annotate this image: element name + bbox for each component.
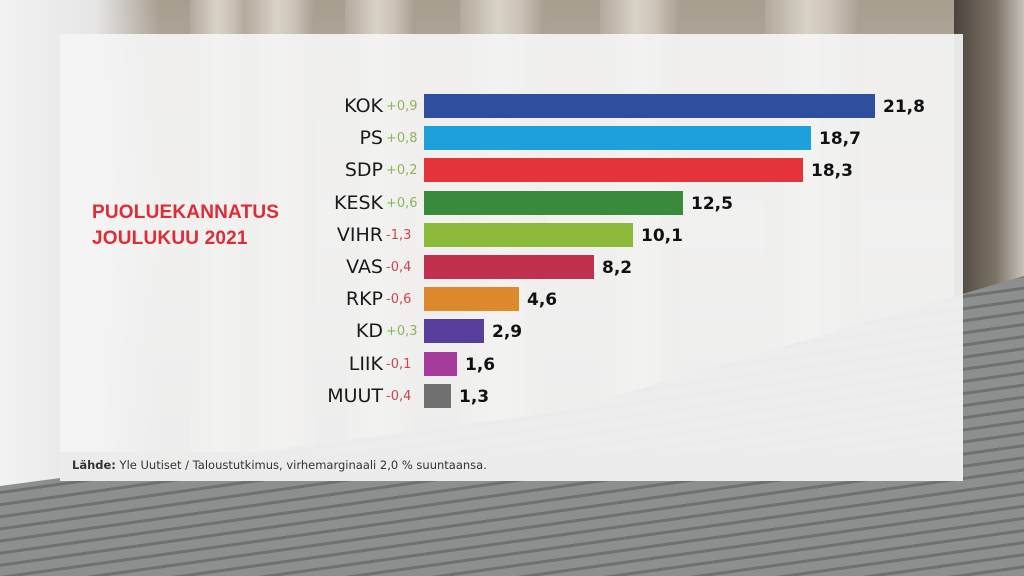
change-label: -0,4 bbox=[386, 389, 412, 404]
source-label: Lähde: bbox=[72, 458, 116, 472]
change-label: +0,9 bbox=[386, 99, 418, 114]
bar-row-sdp: SDP +0,2 18,3 bbox=[0, 158, 1024, 182]
footer-strip bbox=[60, 452, 963, 481]
chart-title-line1: PUOLUEKANNATUS bbox=[92, 202, 280, 223]
value-label: 8,2 bbox=[602, 258, 633, 278]
bar-row-rkp: RKP -0,6 4,6 bbox=[0, 287, 1024, 311]
change-label: +0,6 bbox=[386, 196, 418, 211]
bar-row-kesk: KESK +0,6 12,5 bbox=[0, 191, 1024, 215]
value-label: 12,5 bbox=[691, 194, 733, 214]
bar bbox=[424, 287, 519, 311]
bar bbox=[424, 255, 594, 279]
bar bbox=[424, 191, 683, 215]
value-label: 1,3 bbox=[459, 387, 490, 407]
bar-row-kok: KOK +0,9 21,8 bbox=[0, 94, 1024, 118]
change-label: +0,3 bbox=[386, 324, 418, 339]
bar-row-muut: MUUT -0,4 1,3 bbox=[0, 384, 1024, 408]
bar bbox=[424, 223, 633, 247]
bar bbox=[424, 94, 875, 118]
bar bbox=[424, 319, 484, 343]
value-label: 18,3 bbox=[811, 161, 853, 181]
source-note: Lähde: Yle Uutiset / Taloustutkimus, vir… bbox=[72, 458, 487, 472]
bar-row-liik: LIIK -0,1 1,6 bbox=[0, 352, 1024, 376]
bar bbox=[424, 126, 811, 150]
party-label: VAS bbox=[346, 256, 383, 278]
party-label: SDP bbox=[344, 159, 383, 181]
party-label: KD bbox=[355, 320, 383, 342]
bar bbox=[424, 384, 451, 408]
chart-title: PUOLUEKANNATUS JOULUKUU 2021 bbox=[92, 200, 279, 252]
change-label: -0,4 bbox=[386, 260, 412, 275]
bar bbox=[424, 158, 803, 182]
chart-title-line2: JOULUKUU 2021 bbox=[92, 228, 248, 249]
party-label: KESK bbox=[334, 192, 383, 214]
change-label: +0,2 bbox=[386, 163, 418, 178]
bar-row-kd: KD +0,3 2,9 bbox=[0, 319, 1024, 343]
party-label: MUUT bbox=[327, 385, 383, 407]
value-label: 4,6 bbox=[527, 290, 558, 310]
party-label: RKP bbox=[345, 288, 383, 310]
value-label: 2,9 bbox=[492, 322, 523, 342]
change-label: -0,1 bbox=[386, 357, 412, 372]
value-label: 18,7 bbox=[819, 129, 861, 149]
party-label: VIHR bbox=[336, 224, 383, 246]
value-label: 1,6 bbox=[465, 355, 496, 375]
party-label: KOK bbox=[344, 95, 383, 117]
change-label: -1,3 bbox=[386, 228, 412, 243]
party-label: LIIK bbox=[348, 353, 383, 375]
change-label: -0,6 bbox=[386, 292, 412, 307]
bar-row-vihr: VIHR -1,3 10,1 bbox=[0, 223, 1024, 247]
bar bbox=[424, 352, 457, 376]
source-text: Yle Uutiset / Taloustutkimus, virhemargi… bbox=[115, 458, 487, 472]
bar-row-ps: PS +0,8 18,7 bbox=[0, 126, 1024, 150]
change-label: +0,8 bbox=[386, 131, 418, 146]
party-label: PS bbox=[359, 127, 383, 149]
value-label: 21,8 bbox=[883, 97, 925, 117]
value-label: 10,1 bbox=[641, 226, 683, 246]
bar-row-vas: VAS -0,4 8,2 bbox=[0, 255, 1024, 279]
